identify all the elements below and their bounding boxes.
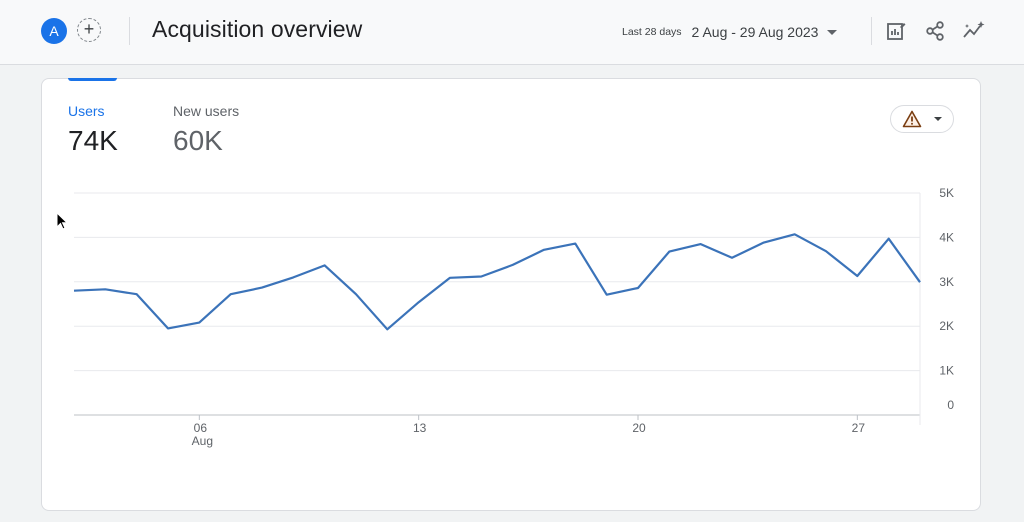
- header-divider: [129, 17, 130, 45]
- x-tick-label: 06: [194, 421, 208, 435]
- series-line-users: [73, 233, 921, 331]
- x-tick-label: 27: [852, 421, 866, 435]
- share-icon: [926, 21, 944, 41]
- selected-metric-indicator: [68, 78, 117, 81]
- page-title: Acquisition overview: [152, 16, 363, 42]
- metric-label: New users: [173, 103, 240, 119]
- x-tick-label: 13: [413, 421, 427, 435]
- metric-value: 74K: [68, 125, 118, 156]
- y-tick-label: 5K: [939, 186, 954, 200]
- chevron-down-icon: [934, 117, 942, 121]
- metric-tab-users[interactable]: Users 74K: [68, 103, 118, 157]
- data-quality-dropdown[interactable]: [890, 105, 954, 133]
- date-preset-label: Last 28 days: [622, 26, 682, 38]
- customize-report-icon: [887, 23, 906, 40]
- mouse-cursor-icon: [56, 212, 69, 230]
- insights-icon: [963, 21, 985, 38]
- date-range-picker[interactable]: Last 28 days 2 Aug - 29 Aug 2023: [622, 22, 838, 42]
- chevron-down-icon: [827, 29, 838, 35]
- account-avatar[interactable]: A: [41, 18, 67, 44]
- y-tick-label: 1K: [939, 364, 954, 378]
- metric-tab-new-users[interactable]: New users 60K: [173, 103, 239, 157]
- acquisition-chart-card: Users 74K New users 60K 5K 4K 3K 2K 1K 0 06 Aug…: [41, 78, 981, 511]
- header-divider: [871, 17, 872, 45]
- top-header: A + Acquisition overview Last 28 days 2 …: [0, 0, 1024, 65]
- y-tick-label: 2K: [939, 319, 954, 333]
- date-range-text: 2 Aug - 29 Aug 2023: [691, 24, 819, 40]
- add-comparison-button[interactable]: +: [77, 18, 101, 42]
- insights-button[interactable]: [960, 17, 988, 45]
- y-tick-label: 0: [947, 398, 954, 412]
- x-tick-label: 20: [632, 421, 646, 435]
- metric-label: Users: [68, 103, 105, 119]
- y-tick-label: 3K: [939, 275, 954, 289]
- y-tick-label: 4K: [939, 230, 954, 244]
- customize-report-button[interactable]: [882, 17, 910, 45]
- metric-value: 60K: [173, 125, 223, 156]
- warning-icon: [902, 110, 922, 128]
- share-button[interactable]: [921, 17, 949, 45]
- x-tick-sublabel: Aug: [192, 434, 213, 448]
